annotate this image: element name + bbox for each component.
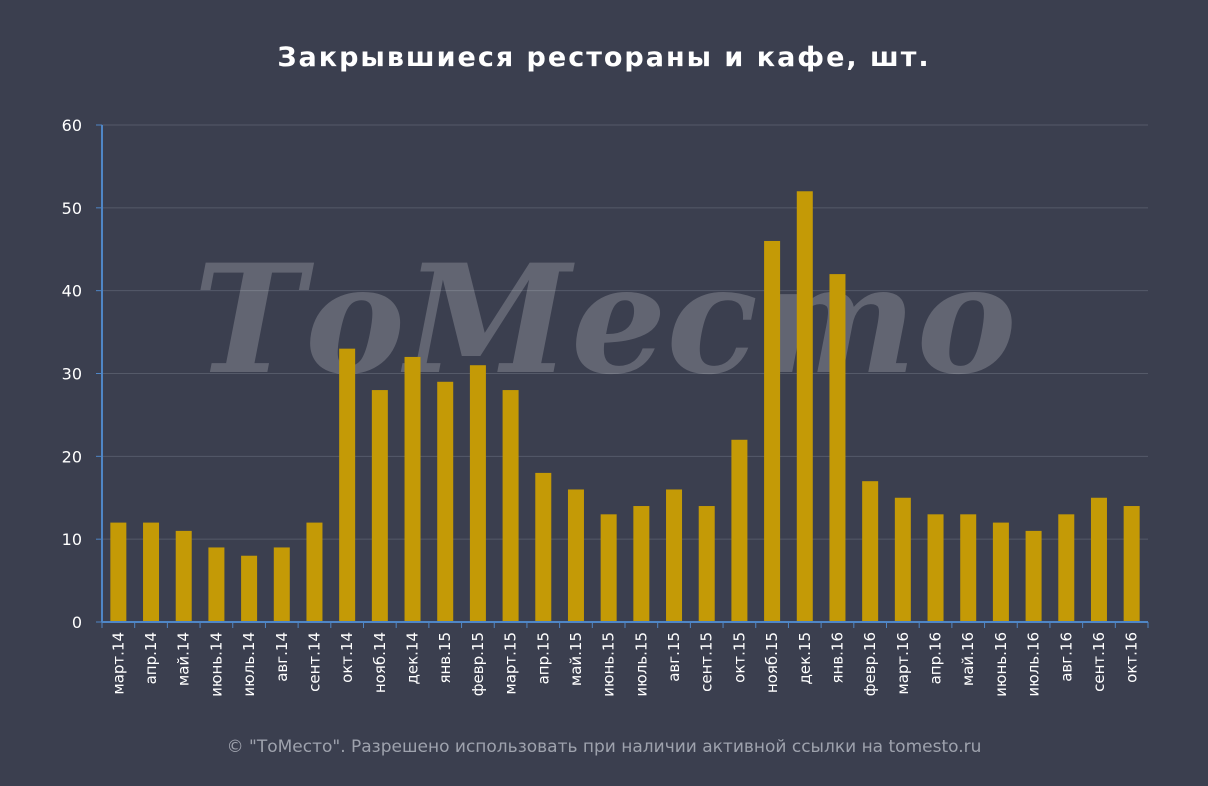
bar	[1090, 497, 1107, 622]
x-tick-label: апр.16	[927, 632, 945, 684]
x-tick-label: сент.14	[305, 632, 323, 692]
x-tick-label: май.15	[567, 632, 585, 686]
y-tick-label: 20	[62, 447, 82, 466]
x-tick-label: апр.14	[142, 632, 160, 684]
x-tick-label: июль.15	[632, 632, 650, 697]
watermark-logo: ТоМесто	[193, 232, 1016, 408]
bar	[764, 240, 781, 622]
bar	[469, 365, 486, 622]
x-tick-label: авг.16	[1057, 632, 1075, 682]
x-tick-label: март.16	[894, 632, 912, 695]
copyright-note: © "ТоМесто". Разрешено использовать при …	[226, 737, 982, 757]
x-tick-label: май.14	[175, 632, 193, 686]
y-tick-label: 30	[62, 365, 82, 384]
grid-lines	[102, 124, 1148, 540]
bar	[862, 481, 879, 622]
bar	[796, 191, 813, 622]
bar	[698, 506, 715, 622]
bar	[1123, 506, 1140, 622]
bar	[1025, 530, 1042, 622]
bar	[992, 522, 1009, 622]
chart-title: Закрывшиеся рестораны и кафе, шт.	[277, 42, 931, 73]
x-tick-label: дек.15	[796, 632, 814, 685]
bars	[110, 191, 1140, 622]
bar	[633, 506, 650, 622]
x-tick-label: март.14	[109, 632, 127, 695]
bar	[829, 274, 846, 622]
y-tick-label: 50	[62, 199, 82, 218]
x-tick-label: февр.15	[469, 632, 487, 696]
bar	[1058, 514, 1075, 622]
x-tick-label: окт.15	[730, 632, 748, 683]
bar	[339, 348, 356, 622]
x-tick-label: янв.16	[828, 632, 846, 684]
bar	[535, 472, 552, 622]
bar	[404, 356, 421, 622]
bar	[567, 489, 584, 622]
bar	[208, 547, 225, 622]
x-tick-label: авг.15	[665, 632, 683, 682]
x-tick-label: дек.14	[404, 632, 422, 685]
x-tick-label: март.15	[502, 632, 520, 695]
x-tick-label: сент.16	[1090, 632, 1108, 692]
x-tick-label: окт.16	[1123, 632, 1141, 683]
bar	[306, 522, 323, 622]
bar	[110, 522, 127, 622]
x-tick-label: окт.14	[338, 632, 356, 683]
x-tick-label: сент.15	[698, 632, 716, 692]
x-tick-label: янв.15	[436, 632, 454, 684]
bar	[143, 522, 160, 622]
x-tick-label: июль.14	[240, 632, 258, 697]
bar	[731, 439, 748, 622]
bar	[502, 390, 519, 622]
x-tick-label: нояб.15	[763, 632, 781, 693]
bar	[894, 497, 911, 622]
x-tick-label: апр.15	[534, 632, 552, 684]
bar	[371, 390, 388, 622]
y-tick-label: 10	[62, 530, 82, 549]
bar	[960, 514, 977, 622]
bar	[600, 514, 617, 622]
x-tick-label: июнь.15	[600, 632, 618, 697]
bar	[241, 555, 258, 622]
x-tick-label: февр.16	[861, 632, 879, 696]
x-tick-labels: март.14 апр.14 май.14 июнь.14 июль.14 авг.14 с…	[109, 632, 1140, 697]
y-tick-label: 40	[62, 282, 82, 301]
x-tick-label: май.16	[959, 632, 977, 686]
x-tick-label: июнь.14	[207, 632, 225, 697]
y-tick-labels: 0 10 20 30 40 50 60	[62, 116, 82, 632]
x-tick-label: июль.16	[1025, 632, 1043, 697]
bar	[175, 530, 192, 622]
bar	[927, 514, 944, 622]
bar	[437, 381, 454, 622]
bar	[666, 489, 683, 622]
y-tick-label: 60	[62, 116, 82, 135]
axes	[96, 124, 1149, 628]
x-tick-label: авг.14	[273, 632, 291, 682]
y-tick-label: 0	[72, 613, 82, 632]
x-tick-label: июнь.16	[992, 632, 1010, 697]
x-tick-label: нояб.14	[371, 632, 389, 693]
bar	[273, 547, 290, 622]
